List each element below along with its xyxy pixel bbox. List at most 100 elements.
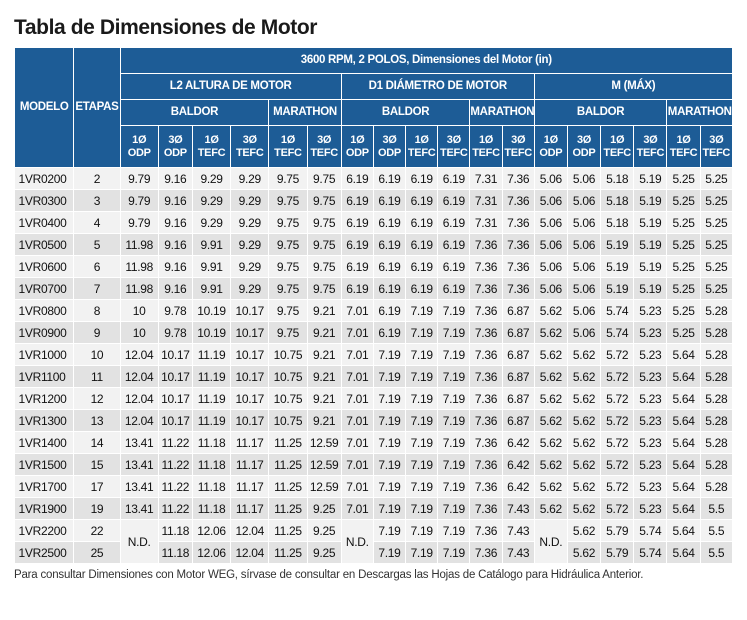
value-cell: 10.17 — [230, 387, 270, 410]
value-cell: 11.18 — [192, 497, 232, 520]
stages-cell: 6 — [73, 255, 121, 278]
sub-header-cell: 3Ø TEFC — [306, 125, 342, 168]
value-cell: 7.36 — [469, 255, 503, 278]
value-cell: 7.36 — [469, 453, 503, 476]
brand-header-marathon: MARATHON — [666, 99, 733, 126]
phase-label: 1Ø — [132, 133, 147, 146]
value-cell: 11.18 — [158, 519, 193, 542]
value-cell: 7.36 — [469, 299, 503, 322]
value-cell: 6.19 — [405, 189, 439, 212]
model-cell: 1VR0400 — [14, 211, 75, 234]
value-cell: 9.21 — [307, 343, 342, 366]
enclosure-label: ODP — [572, 146, 596, 159]
value-cell: 5.62 — [567, 365, 602, 388]
enclosure-label: TEFC — [702, 146, 731, 159]
value-cell: 11.17 — [230, 497, 270, 520]
value-cell: 5.25 — [666, 167, 701, 190]
sub-header-cell: 1Ø TEFC — [600, 125, 635, 168]
phase-label: 3Ø — [511, 133, 526, 146]
enclosure-label: TEFC — [235, 146, 264, 159]
value-cell: 5.62 — [567, 519, 602, 542]
value-cell: 5.74 — [600, 321, 635, 344]
value-cell: 5.19 — [633, 233, 668, 256]
sub-header-cell: 3Ø TEFC — [633, 125, 668, 168]
stages-cell: 9 — [73, 321, 121, 344]
value-cell: 5.25 — [666, 211, 701, 234]
value-cell: 11.18 — [192, 453, 232, 476]
value-cell: 11.25 — [268, 541, 308, 564]
value-cell: 5.62 — [567, 453, 602, 476]
value-cell: 9.91 — [192, 233, 232, 256]
value-cell: 5.25 — [666, 233, 701, 256]
value-cell: 12.59 — [307, 453, 342, 476]
value-cell: 5.25 — [700, 233, 734, 256]
phase-label: 1Ø — [204, 133, 219, 146]
enclosure-label: TEFC — [603, 146, 631, 159]
sub-header-cell: 3Ø TEFC — [230, 125, 270, 168]
value-cell: 6.19 — [373, 211, 407, 234]
value-cell: 12.04 — [230, 541, 270, 564]
value-cell: 5.64 — [666, 475, 701, 498]
stages-cell: 7 — [73, 277, 121, 300]
value-cell: 9.25 — [307, 541, 342, 564]
phase-label: 3Ø — [242, 133, 257, 146]
value-cell: 10.19 — [192, 299, 232, 322]
value-cell: 11.19 — [192, 365, 232, 388]
value-cell: 5.25 — [666, 299, 701, 322]
value-cell: 5.18 — [600, 189, 635, 212]
value-cell: 5.23 — [633, 497, 668, 520]
value-cell: 6.19 — [341, 167, 374, 190]
enclosure-label: TEFC — [440, 146, 468, 159]
stages-cell: 12 — [73, 387, 121, 410]
model-cell: 1VR1300 — [14, 409, 75, 432]
sub-header-cell: 1Ø TEFC — [666, 125, 701, 168]
model-cell: 1VR0300 — [14, 189, 75, 212]
value-cell: 7.19 — [373, 497, 407, 520]
value-cell: 7.43 — [502, 519, 535, 542]
value-cell: 9.91 — [192, 255, 232, 278]
value-cell: 10.75 — [268, 409, 308, 432]
value-cell: 6.19 — [405, 277, 439, 300]
value-cell: 12.04 — [120, 409, 159, 432]
value-cell: 6.87 — [502, 409, 535, 432]
value-cell: 5.72 — [600, 343, 635, 366]
value-cell: 5.64 — [666, 387, 701, 410]
model-cell: 1VR1000 — [14, 343, 75, 366]
model-cell: 1VR0800 — [14, 299, 75, 322]
sub-header-cell: 1Ø ODP — [119, 125, 159, 168]
value-cell: 12.06 — [192, 541, 232, 564]
table-row: 1VR0500 5 11.98 9.16 9.91 9.29 9.75 9.75 6.19 6.1… — [14, 233, 734, 256]
value-cell: 5.62 — [534, 365, 568, 388]
value-cell: 9.91 — [192, 277, 232, 300]
phase-label: 3Ø — [317, 133, 332, 146]
value-cell: 5.25 — [700, 277, 734, 300]
phase-label: 3Ø — [446, 133, 461, 146]
enclosure-label: TEFC — [407, 146, 436, 159]
value-cell: 11.17 — [230, 475, 270, 498]
table-row: 1VR1100 11 12.04 10.17 11.19 10.17 10.75 9.21 7.… — [14, 365, 734, 388]
sub-header-cell: 3Ø TEFC — [699, 125, 734, 168]
sub-header-cell: 3Ø ODP — [566, 125, 602, 168]
value-cell: 5.25 — [666, 277, 701, 300]
value-cell: 5.74 — [633, 541, 668, 564]
value-cell: 7.36 — [469, 541, 503, 564]
value-cell: 9.29 — [230, 233, 270, 256]
value-cell: 6.19 — [373, 233, 407, 256]
sub-header-cell: 3Ø ODP — [372, 125, 407, 168]
value-cell: 5.23 — [633, 409, 668, 432]
value-cell: 11.22 — [158, 431, 193, 454]
value-cell: 5.23 — [633, 343, 668, 366]
value-cell: 7.31 — [469, 167, 503, 190]
value-cell: 11.22 — [158, 497, 193, 520]
value-cell: 5.06 — [534, 211, 568, 234]
value-cell: 9.21 — [307, 299, 342, 322]
stages-cell: 13 — [73, 409, 121, 432]
value-cell: 7.19 — [405, 519, 439, 542]
value-cell: 10.17 — [230, 321, 270, 344]
value-cell: 9.29 — [230, 255, 270, 278]
value-cell: 7.19 — [405, 409, 439, 432]
value-cell: 6.87 — [502, 365, 535, 388]
value-cell: 10.17 — [230, 299, 270, 322]
value-cell: 7.36 — [502, 277, 535, 300]
value-cell: 5.74 — [600, 299, 635, 322]
